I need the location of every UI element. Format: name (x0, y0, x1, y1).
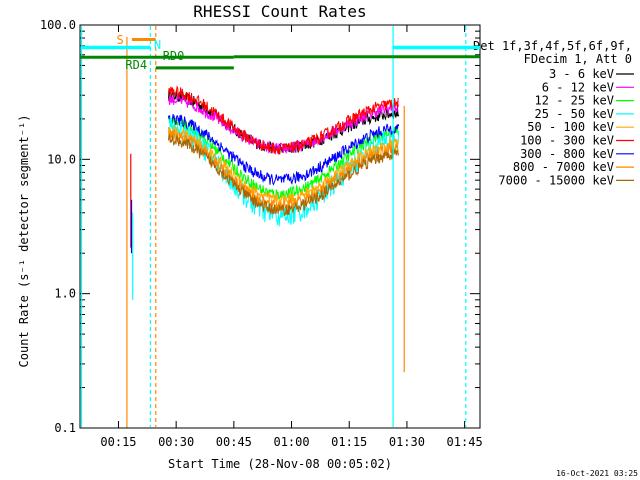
y-tick-label: 0.1 (54, 421, 76, 435)
annotation-label: RD4 (125, 58, 147, 72)
y-tick-label: 10.0 (47, 152, 76, 166)
legend-label: 100 - 300 keV (520, 134, 614, 148)
legend-label: 25 - 50 keV (535, 107, 614, 121)
x-tick-label: 00:15 (100, 435, 136, 449)
series-line-6 (168, 113, 400, 186)
legend-header-line2: FDecim 1, Att 0 (524, 52, 632, 66)
x-tick-label: 01:45 (447, 435, 483, 449)
x-tick-label: 00:45 (216, 435, 252, 449)
series-line-4 (168, 125, 399, 207)
legend-label: 7000 - 15000 keV (498, 173, 614, 187)
y-tick-label: 100.0 (40, 18, 76, 32)
legend-label: 300 - 800 keV (520, 147, 614, 161)
x-tick-label: 01:00 (273, 435, 309, 449)
chart-title: RHESSI Count Rates (193, 2, 366, 21)
x-axis-label: Start Time (28-Nov-08 00:05:02) (168, 457, 392, 471)
annotation-label: RD0 (163, 49, 185, 63)
x-tick-label: 01:30 (389, 435, 425, 449)
y-tick-label: 1.0 (54, 287, 76, 301)
x-tick-label: 01:15 (331, 435, 367, 449)
legend-label: 50 - 100 keV (527, 120, 614, 134)
annotation-label: N (154, 38, 161, 52)
y-axis-label: Count Rate (s⁻¹ detector segment⁻¹) (17, 115, 31, 368)
plot-frame (79, 24, 481, 429)
series-line-8 (168, 134, 400, 217)
x-tick-label: 00:30 (158, 435, 194, 449)
footer-timestamp: 16-Oct-2021 03:25 (556, 469, 638, 478)
legend-label: 800 - 7000 keV (513, 160, 614, 174)
legend-label: 12 - 25 keV (535, 94, 614, 108)
annotation-label: S (117, 33, 124, 47)
legend-label: 6 - 12 keV (542, 80, 614, 94)
legend-label: 3 - 6 keV (549, 67, 614, 81)
series-line-5 (168, 85, 399, 155)
legend-header-line1: Det 1f,3f,4f,5f,6f,9f, (473, 39, 632, 53)
